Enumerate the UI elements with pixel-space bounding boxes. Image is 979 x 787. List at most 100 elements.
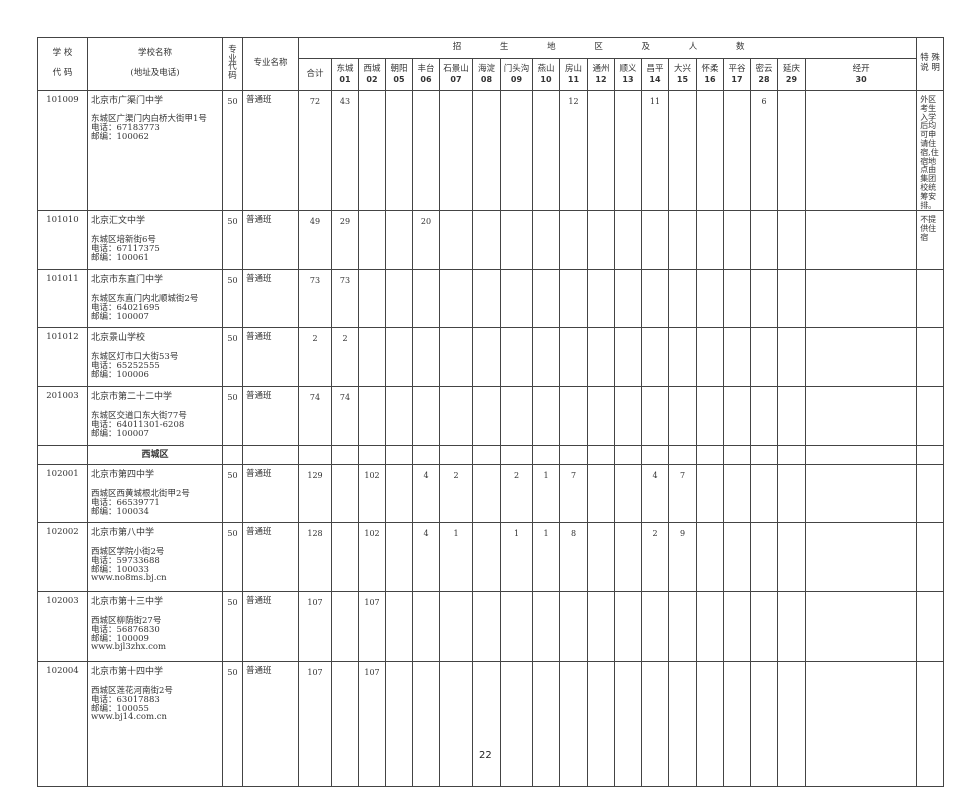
district-count bbox=[723, 210, 751, 271]
district-count bbox=[559, 386, 588, 447]
empty-cell bbox=[641, 445, 669, 466]
special-note bbox=[916, 661, 944, 787]
district-count bbox=[750, 522, 778, 593]
district-count bbox=[804, 661, 918, 787]
district-count bbox=[777, 464, 806, 524]
total-count: 107 bbox=[298, 591, 332, 663]
district-count bbox=[500, 210, 533, 271]
district-count: 43 bbox=[331, 89, 359, 212]
special-note bbox=[916, 522, 944, 593]
district-count: 7 bbox=[668, 464, 697, 524]
empty-cell bbox=[358, 445, 386, 466]
district-count bbox=[614, 661, 642, 787]
enrollment-table: 学 校代 码 学校名称 (地址及电话) 专业代码 专业名称 招 生 地 区 及 人… bbox=[37, 37, 944, 787]
header-district: 密云 28 bbox=[750, 58, 778, 91]
district-count bbox=[439, 386, 473, 447]
district-count bbox=[385, 464, 413, 524]
district-count bbox=[696, 661, 724, 787]
district-count bbox=[668, 661, 697, 787]
district-count bbox=[587, 464, 615, 524]
district-count bbox=[472, 464, 501, 524]
school-code: 101012 bbox=[37, 327, 88, 388]
empty-cell bbox=[532, 445, 560, 466]
district-count: 6 bbox=[750, 89, 778, 212]
district-count bbox=[723, 327, 751, 388]
section-label: 西城区 bbox=[87, 445, 223, 466]
major-code: 50 bbox=[222, 327, 243, 388]
empty-cell bbox=[500, 445, 533, 466]
major-name: 普通班 bbox=[242, 464, 299, 524]
district-count bbox=[668, 89, 697, 212]
total-count: 74 bbox=[298, 386, 332, 447]
district-count bbox=[723, 464, 751, 524]
major-name: 普通班 bbox=[242, 327, 299, 388]
district-count bbox=[750, 269, 778, 329]
district-count bbox=[777, 89, 806, 212]
empty-cell bbox=[559, 445, 588, 466]
district-count bbox=[331, 661, 359, 787]
header-district: 燕山 10 bbox=[532, 58, 560, 91]
empty-cell bbox=[916, 445, 944, 466]
school-address-line: 东城区交道口东大街77号 bbox=[91, 410, 187, 421]
major-name: 普通班 bbox=[242, 591, 299, 663]
empty-cell bbox=[614, 445, 642, 466]
empty-cell bbox=[439, 445, 473, 466]
special-note: 外区考生入学后均可申请住宿,住宿地点由集团校统筹安排。 bbox=[916, 89, 944, 212]
district-count bbox=[472, 327, 501, 388]
district-count bbox=[614, 522, 642, 593]
header-row-1: 学 校代 码 学校名称 (地址及电话) 专业代码 专业名称 招 生 地 区 及 人… bbox=[37, 37, 944, 91]
district-count bbox=[614, 591, 642, 663]
special-note bbox=[916, 464, 944, 524]
school-address-line: 电话：66539771 bbox=[91, 497, 160, 508]
district-count bbox=[439, 661, 473, 787]
header-district: 西城 02 bbox=[358, 58, 386, 91]
district-count bbox=[804, 386, 918, 447]
major-name: 普通班 bbox=[242, 386, 299, 447]
table-row: 102003 北京市第十三中学 西城区柳荫街27号 电话：56876830 邮编：100… bbox=[37, 591, 944, 663]
total-count: 107 bbox=[298, 661, 332, 787]
major-code: 50 bbox=[222, 386, 243, 447]
empty-cell bbox=[222, 445, 243, 466]
special-note bbox=[916, 591, 944, 663]
school-address-line: 西城区柳荫街27号 bbox=[91, 615, 162, 626]
school-address-line: 东城区广渠门内白桥大街甲1号 bbox=[91, 114, 207, 125]
empty-cell bbox=[331, 445, 359, 466]
special-note bbox=[916, 386, 944, 447]
table-row: 201003 北京市第二十二中学 东城区交道口东大街77号 电话：64011301-6… bbox=[37, 386, 944, 447]
district-count bbox=[750, 661, 778, 787]
header-district: 海淀 08 bbox=[472, 58, 501, 91]
district-count bbox=[331, 591, 359, 663]
school-address-line: 电话：65252555 bbox=[91, 360, 160, 371]
school-code: 102003 bbox=[37, 591, 88, 663]
header-district: 平谷 17 bbox=[723, 58, 751, 91]
major-code: 50 bbox=[222, 210, 243, 271]
empty-cell bbox=[385, 445, 413, 466]
district-count bbox=[777, 210, 806, 271]
empty-cell bbox=[412, 445, 440, 466]
district-count bbox=[385, 661, 413, 787]
major-name: 普通班 bbox=[242, 269, 299, 329]
school-info: 北京市第十四中学 西城区莲花河南街2号 电话：63017883 邮编：100055 ww… bbox=[87, 661, 223, 787]
district-count bbox=[472, 661, 501, 787]
header-major-name: 专业名称 bbox=[242, 37, 299, 91]
district-count bbox=[412, 591, 440, 663]
header-district: 昌平 14 bbox=[641, 58, 669, 91]
district-count: 29 bbox=[331, 210, 359, 271]
district-count bbox=[587, 591, 615, 663]
district-count bbox=[587, 522, 615, 593]
district-count: 74 bbox=[331, 386, 359, 447]
school-name: 北京市第四中学 bbox=[91, 470, 155, 481]
district-count bbox=[777, 661, 806, 787]
district-count bbox=[500, 327, 533, 388]
header-school-name: 学校名称 (地址及电话) bbox=[87, 37, 223, 91]
district-count bbox=[559, 210, 588, 271]
special-note bbox=[916, 327, 944, 388]
district-count bbox=[777, 327, 806, 388]
school-name: 北京市东直门中学 bbox=[91, 275, 164, 286]
school-address-line: 邮编：100007 bbox=[91, 311, 149, 322]
district-count bbox=[439, 327, 473, 388]
school-address-line: 邮编：100062 bbox=[91, 132, 149, 143]
header-district: 房山 11 bbox=[559, 58, 588, 91]
district-count bbox=[472, 89, 501, 212]
district-count bbox=[412, 327, 440, 388]
